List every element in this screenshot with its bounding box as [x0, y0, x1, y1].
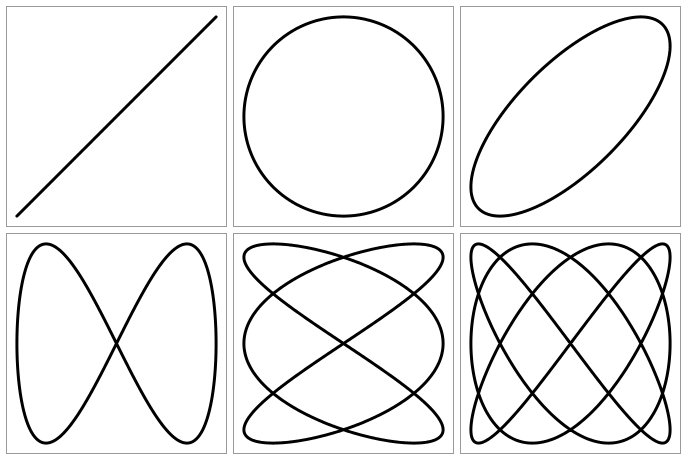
panel-lissajous-1-1-phase-90	[233, 6, 454, 227]
lissajous-curve-lissajous-1-1-phase-45	[469, 15, 672, 218]
lissajous-curve-lissajous-3-4	[469, 242, 672, 445]
curve-canvas	[469, 242, 672, 445]
lissajous-curve-lissajous-1-2-figure-eight	[15, 242, 218, 445]
curve-canvas	[469, 15, 672, 218]
panel-lissajous-1-1-phase-0	[6, 6, 227, 227]
panel-lissajous-3-2	[233, 233, 454, 454]
lissajous-curve-lissajous-1-1-phase-0	[15, 15, 218, 218]
lissajous-curve-lissajous-3-2	[242, 242, 445, 445]
panel-lissajous-3-4	[460, 233, 681, 454]
panel-lissajous-1-2-figure-eight	[6, 233, 227, 454]
curve-canvas	[15, 15, 218, 218]
lissajous-curve-lissajous-1-1-phase-90	[242, 15, 445, 218]
panel-lissajous-1-1-phase-45	[460, 6, 681, 227]
curve-canvas	[242, 242, 445, 445]
curve-canvas	[242, 15, 445, 218]
curve-canvas	[15, 242, 218, 445]
